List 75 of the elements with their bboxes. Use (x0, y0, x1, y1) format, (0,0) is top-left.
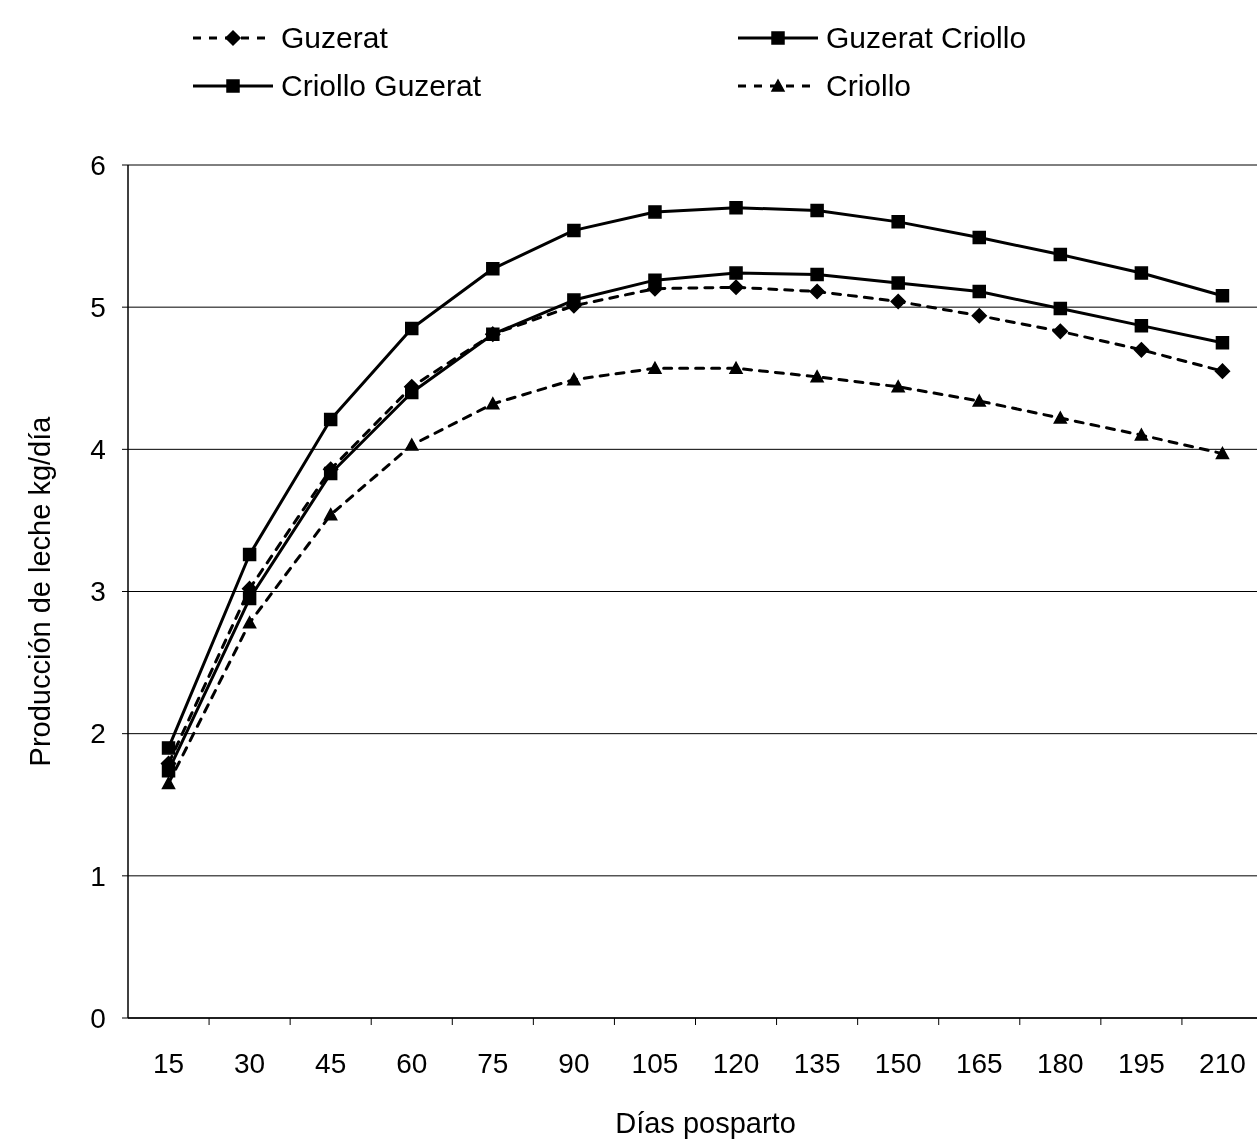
y-tick-label: 3 (90, 576, 106, 608)
x-axis-title: Días posparto (615, 1107, 796, 1139)
x-tick-label: 180 (1036, 1048, 1084, 1079)
point (891, 215, 905, 229)
point (486, 327, 500, 341)
point (1053, 247, 1068, 262)
point (567, 372, 581, 386)
point (648, 273, 662, 287)
y-tick-label: 5 (90, 291, 106, 323)
point (890, 293, 906, 310)
point (810, 267, 824, 282)
point (728, 279, 744, 296)
y-tick-label: 1 (90, 860, 106, 892)
x-tick-label: 15 (152, 1048, 185, 1079)
point (323, 507, 338, 521)
point (971, 307, 987, 324)
x-tick-label: 165 (955, 1048, 1003, 1079)
x-tick-label: 90 (558, 1048, 590, 1079)
y-tick-label: 6 (90, 149, 106, 181)
x-tick-label: 135 (793, 1048, 841, 1079)
y-tick-label: 0 (90, 1002, 106, 1034)
point (242, 616, 257, 629)
y-tick-label: 4 (90, 434, 106, 466)
legend-label: Guzerat (281, 21, 389, 54)
point (1215, 335, 1230, 350)
y-axis-title: Producción de leche kg/día (24, 415, 56, 767)
x-tick-label: 75 (477, 1048, 509, 1079)
point (1215, 446, 1230, 460)
point (648, 205, 662, 219)
point (323, 412, 338, 427)
point (1134, 428, 1149, 441)
point (242, 547, 257, 562)
point (1052, 323, 1069, 340)
x-tick-label: 120 (712, 1048, 760, 1079)
point (972, 284, 986, 299)
x-tick-label: 210 (1199, 1048, 1246, 1079)
point (405, 385, 419, 400)
point (729, 200, 743, 215)
x-tick-label: 60 (396, 1048, 428, 1079)
x-tick-label: 150 (874, 1048, 922, 1079)
point (810, 370, 824, 383)
x-tick-label: 105 (631, 1048, 679, 1079)
x-tick-label: 195 (1118, 1048, 1165, 1079)
legend-label: Criollo (826, 69, 912, 102)
point (161, 741, 176, 755)
point (405, 321, 419, 336)
point (810, 203, 824, 218)
point (486, 262, 500, 276)
legend-label: Guzerat Criollo (826, 21, 1027, 54)
point (405, 438, 419, 451)
point (1133, 342, 1150, 358)
point (1134, 318, 1149, 333)
point (1215, 289, 1230, 303)
x-tick-label: 45 (315, 1048, 347, 1079)
point (486, 397, 500, 410)
y-tick-label: 2 (90, 718, 106, 750)
point (648, 361, 662, 375)
point (729, 361, 743, 375)
point (1214, 363, 1231, 379)
point (567, 293, 581, 307)
legend-label: Criollo Guzerat (281, 69, 482, 102)
point (1134, 266, 1149, 280)
point (809, 283, 825, 300)
point (972, 230, 986, 245)
point (729, 266, 743, 280)
x-tick-label: 30 (234, 1048, 266, 1079)
point (1053, 411, 1068, 424)
point (891, 276, 905, 290)
point (242, 591, 257, 606)
point (1053, 301, 1068, 316)
point (567, 223, 581, 238)
point (323, 466, 338, 481)
point (891, 380, 905, 393)
point (972, 394, 986, 407)
point (161, 776, 176, 790)
